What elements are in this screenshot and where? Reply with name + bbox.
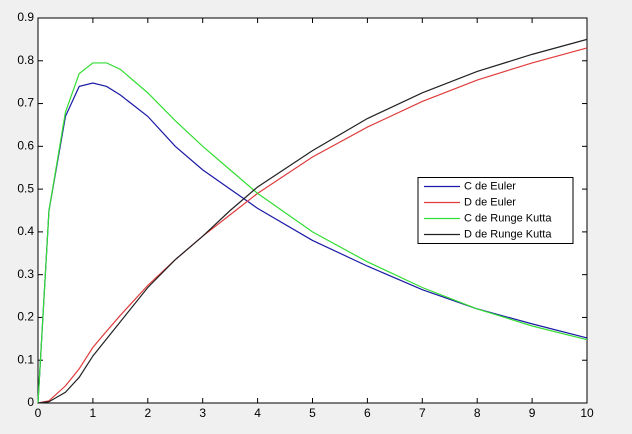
y-tick-label: 0.5 <box>17 181 34 195</box>
x-tick-label: 8 <box>474 406 481 420</box>
y-tick-label: 0.6 <box>17 139 34 153</box>
x-tick-label: 0 <box>35 406 42 420</box>
line-series <box>37 38 588 404</box>
legend-label: C de Euler <box>464 180 516 192</box>
x-tick-label: 7 <box>419 406 426 420</box>
y-tick-label: 0.9 <box>17 10 34 24</box>
y-tick-label: 0.1 <box>17 352 34 366</box>
y-tick-label: 0.4 <box>17 224 34 238</box>
legend-label: D de Euler <box>464 196 516 208</box>
y-tick-label: 0.8 <box>17 53 34 67</box>
x-tick-label: 2 <box>144 406 151 420</box>
legend-box <box>417 177 574 244</box>
x-tick-label: 5 <box>309 406 316 420</box>
legend-label: D de Runge Kutta <box>464 228 552 240</box>
line-series <box>37 62 588 404</box>
y-tick-label: 0.7 <box>17 96 34 110</box>
x-tick-label: 6 <box>364 406 371 420</box>
x-tick-label: 10 <box>580 406 594 420</box>
y-tick-label: 0.3 <box>17 267 34 281</box>
y-tick-label: 0 <box>27 395 34 409</box>
legend-label: C de Runge Kutta <box>464 212 552 224</box>
legend: C de Euler D de Euler C de Runge Kutta D de… <box>417 177 574 244</box>
x-tick-label: 9 <box>529 406 536 420</box>
x-tick-label: 3 <box>199 406 206 420</box>
y-tick-label: 0.2 <box>17 310 34 324</box>
x-tick-label: 4 <box>254 406 261 420</box>
line-series <box>37 82 588 404</box>
x-tick-label: 1 <box>90 406 97 420</box>
